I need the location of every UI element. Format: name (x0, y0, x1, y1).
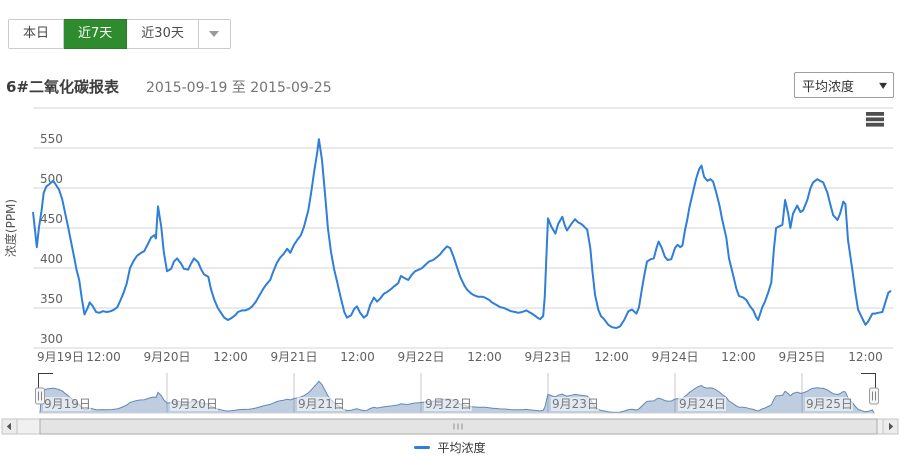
navigator-label-backing (678, 397, 726, 411)
scrollbar-right-arrow-button[interactable] (882, 418, 899, 435)
legend-line-marker (414, 446, 431, 449)
button-more-ranges[interactable] (198, 19, 231, 49)
navigator-outline-right (861, 373, 876, 389)
y-tick-label: 500 (40, 172, 63, 186)
button-last-30-days[interactable]: 近30天 (127, 19, 199, 49)
navigator-label-backing (43, 397, 91, 411)
button-last-7-days[interactable]: 近7天 (64, 19, 128, 49)
navigator-left-handle[interactable] (35, 387, 45, 405)
scrollbar-left-arrow-button[interactable] (1, 418, 18, 435)
chart-legend[interactable]: 平均浓度 (0, 439, 900, 456)
x-tick-label: 9月20日 (144, 350, 191, 364)
date-range-toolbar: 本日 近7天 近30天 (8, 19, 231, 49)
chevron-down-icon (209, 31, 220, 37)
y-axis-title: 浓度(PPM) (3, 199, 18, 257)
navigator-label-backing (297, 397, 345, 411)
x-tick-label: 9月21日 (271, 350, 318, 364)
navigator-label-backing (424, 397, 472, 411)
y-tick-label: 550 (40, 132, 63, 146)
x-tick-label: 12:00 (848, 350, 883, 364)
navigator-day-label: 9月21日 (298, 397, 345, 411)
y-tick-label: 300 (40, 332, 63, 346)
date-range-label: 2015-09-19 至 2015-09-25 (146, 80, 332, 96)
x-tick-label: 12:00 (213, 350, 248, 364)
navigator-day-label: 9月25日 (806, 397, 853, 411)
y-tick-label: 350 (40, 292, 63, 306)
select-caret-icon: ▼ (878, 80, 887, 90)
x-tick-label: 12:00 (86, 350, 121, 364)
button-today[interactable]: 本日 (8, 19, 65, 49)
handle-body (35, 387, 45, 405)
y-tick-label: 450 (40, 212, 63, 226)
x-tick-label: 9月24日 (652, 350, 699, 364)
x-tick-label: 12:00 (594, 350, 629, 364)
x-tick-label: 12:00 (721, 350, 756, 364)
navigator-day-label: 9月22日 (425, 397, 472, 411)
navigator-right-handle[interactable] (869, 387, 879, 405)
x-tick-label: 9月23日 (525, 350, 572, 364)
x-tick-label: 9月19日 (37, 350, 84, 364)
series-select-value: 平均浓度 (802, 79, 855, 95)
navigator-label-backing (551, 397, 599, 411)
navigator-label-backing (170, 397, 218, 411)
navigator-day-label: 9月20日 (171, 397, 218, 411)
hamburger-icon-bar (866, 117, 884, 122)
page-title: 6#二氧化碳报表 (6, 78, 120, 96)
navigator-day-label: 9月24日 (679, 397, 726, 411)
navigator-label-backing (805, 397, 853, 411)
series-type-select[interactable]: 平均浓度 ▼ (794, 72, 894, 98)
hamburger-icon-bar (866, 122, 884, 127)
legend-label: 平均浓度 (437, 441, 486, 455)
arrow-right-icon (889, 422, 894, 431)
x-tick-label: 12:00 (340, 350, 375, 364)
arrow-left-icon (6, 422, 11, 431)
navigator-day-label: 9月19日 (44, 397, 91, 411)
navigator-outline-left (38, 373, 53, 389)
y-tick-label: 400 (40, 252, 63, 266)
x-tick-label: 12:00 (467, 350, 502, 364)
x-tick-label: 9月25日 (779, 350, 826, 364)
report-header: 6#二氧化碳报表 2015-09-19 至 2015-09-25 平均浓度 ▼ (6, 70, 894, 100)
handle-body (869, 387, 879, 405)
export-menu-button[interactable] (866, 112, 884, 127)
series-line-avg-concentration (32, 138, 892, 329)
x-tick-label: 9月22日 (398, 350, 445, 364)
hamburger-icon-bar (866, 112, 884, 116)
navigator-day-label: 9月23日 (552, 397, 599, 411)
